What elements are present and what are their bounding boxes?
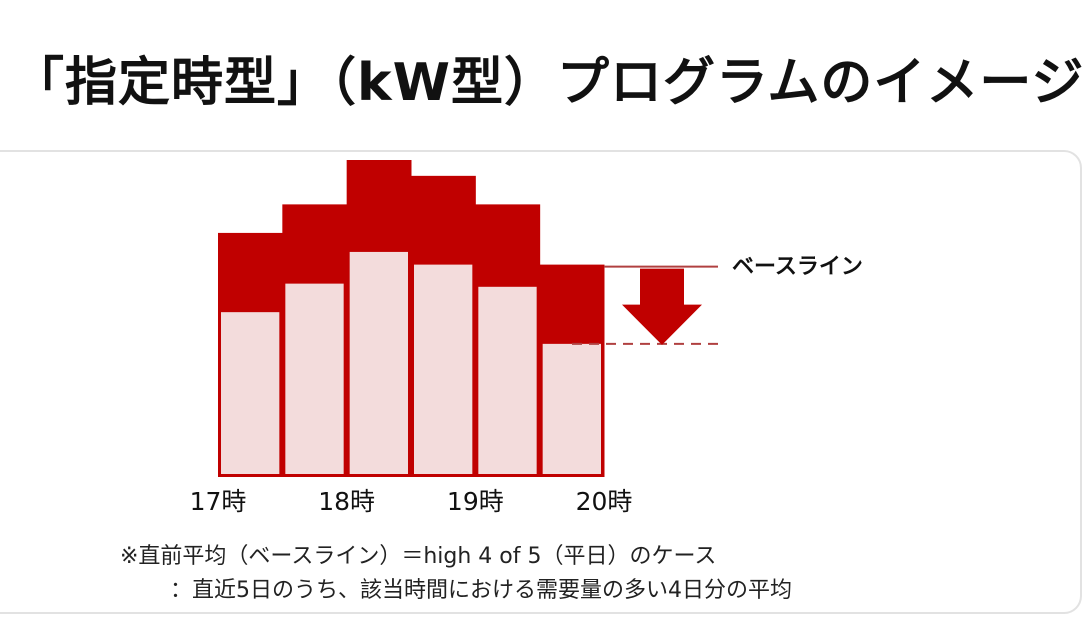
page-title: 「指定時型」（kW型）プログラムのイメージ: [12, 53, 1083, 113]
x-tick-label: 18時: [318, 487, 375, 516]
actual-bar-19:00: [478, 286, 537, 474]
reduction-arrow: [622, 268, 702, 345]
footnote-baseline-detail: ：直近5日のうち、該当時間における需要量の多い4日分の平均: [170, 578, 792, 603]
actual-bar-18:30: [414, 264, 473, 474]
actual-bar-18:00: [349, 251, 408, 474]
x-tick-label: 17時: [190, 487, 247, 516]
x-tick-label: 20時: [576, 487, 633, 516]
baseline-label: ベースライン: [732, 255, 863, 280]
actual-bar-19:30: [542, 343, 601, 474]
x-tick-label: 19時: [447, 487, 504, 516]
footnote-baseline-definition: ※直前平均（ベースライン）＝high 4 of 5（平日）のケース: [120, 544, 717, 569]
actual-bar-17:30: [285, 283, 344, 474]
actual-bar-17:00: [221, 312, 280, 474]
